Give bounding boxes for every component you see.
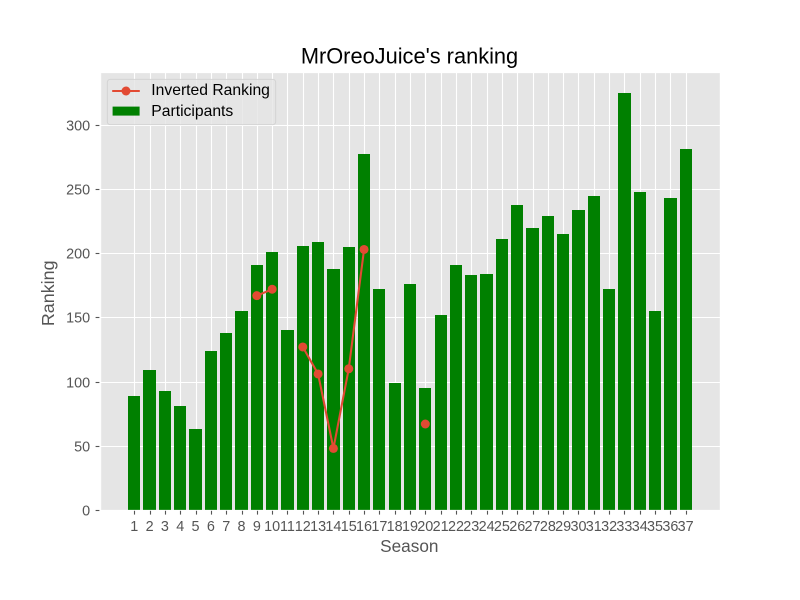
svg-text:150: 150 bbox=[66, 310, 90, 326]
svg-text:4: 4 bbox=[176, 519, 184, 535]
svg-text:32: 32 bbox=[601, 519, 617, 535]
svg-text:22: 22 bbox=[448, 519, 464, 535]
svg-text:Ranking: Ranking bbox=[38, 260, 58, 326]
svg-text:24: 24 bbox=[479, 519, 495, 535]
svg-text:250: 250 bbox=[66, 182, 90, 198]
svg-text:5: 5 bbox=[192, 519, 200, 535]
svg-text:9: 9 bbox=[253, 519, 261, 535]
svg-text:MrOreoJuice's ranking: MrOreoJuice's ranking bbox=[301, 44, 518, 69]
svg-text:30: 30 bbox=[570, 519, 586, 535]
svg-text:33: 33 bbox=[616, 519, 632, 535]
svg-text:Inverted Ranking: Inverted Ranking bbox=[151, 82, 270, 99]
svg-text:20: 20 bbox=[417, 519, 433, 535]
svg-text:36: 36 bbox=[662, 519, 678, 535]
svg-text:300: 300 bbox=[66, 118, 90, 134]
svg-text:23: 23 bbox=[463, 519, 479, 535]
svg-text:18: 18 bbox=[387, 519, 403, 535]
svg-text:25: 25 bbox=[494, 519, 510, 535]
svg-text:26: 26 bbox=[509, 519, 525, 535]
svg-text:10: 10 bbox=[264, 519, 280, 535]
svg-text:17: 17 bbox=[371, 519, 387, 535]
svg-text:200: 200 bbox=[66, 246, 90, 262]
svg-text:29: 29 bbox=[555, 519, 571, 535]
svg-text:Participants: Participants bbox=[151, 103, 233, 120]
svg-text:28: 28 bbox=[540, 519, 556, 535]
svg-text:16: 16 bbox=[356, 519, 372, 535]
svg-text:14: 14 bbox=[325, 519, 341, 535]
svg-text:Season: Season bbox=[380, 536, 438, 556]
svg-text:8: 8 bbox=[238, 519, 246, 535]
svg-text:50: 50 bbox=[74, 439, 90, 455]
svg-text:11: 11 bbox=[280, 519, 295, 535]
svg-text:1: 1 bbox=[130, 519, 138, 535]
svg-text:37: 37 bbox=[678, 519, 694, 535]
svg-text:2: 2 bbox=[146, 519, 154, 535]
svg-text:27: 27 bbox=[525, 519, 541, 535]
svg-text:3: 3 bbox=[161, 519, 169, 535]
svg-text:31: 31 bbox=[586, 519, 602, 535]
svg-text:13: 13 bbox=[310, 519, 326, 535]
svg-text:6: 6 bbox=[207, 519, 215, 535]
svg-text:100: 100 bbox=[66, 375, 90, 391]
svg-text:0: 0 bbox=[82, 503, 90, 519]
svg-text:34: 34 bbox=[632, 519, 648, 535]
svg-text:19: 19 bbox=[402, 519, 418, 535]
svg-text:15: 15 bbox=[341, 519, 357, 535]
svg-text:35: 35 bbox=[647, 519, 663, 535]
svg-text:21: 21 bbox=[433, 519, 449, 535]
svg-text:7: 7 bbox=[222, 519, 230, 535]
svg-text:12: 12 bbox=[295, 519, 311, 535]
